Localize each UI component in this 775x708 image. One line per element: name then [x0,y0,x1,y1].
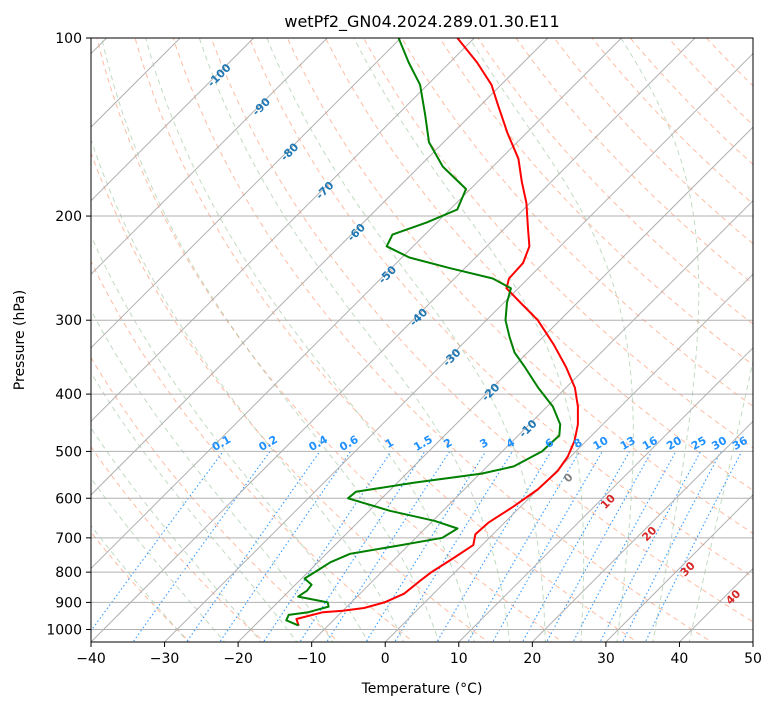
dry-adiabat-line [248,38,753,578]
profile-series [285,38,579,627]
x-tick-label: 20 [523,651,541,667]
moist-adiabat-line [91,371,298,642]
isotherm-line [384,273,753,642]
mixing-ratio-line [621,451,722,642]
isotherm-line [91,38,476,423]
mixing-ratio-line [91,451,224,632]
x-tick-label: 40 [671,651,689,667]
isotherm-line [310,199,753,642]
y-tick-label: 900 [55,595,82,611]
dry-adiabat-line [401,38,753,407]
moist-adiabat-line [353,38,585,642]
chart-title: wetPf2_GN04.2024.289.01.30.E11 [284,12,559,32]
temperature-profile-line [295,38,579,626]
isotherm-line [237,126,753,642]
mixing-ratio-line [326,451,451,642]
isotherm-line [458,347,753,642]
y-tick-label: 700 [55,531,82,547]
x-tick-label: 50 [744,651,762,667]
isotherm-line [91,38,549,496]
moist-adiabat-line [620,38,700,642]
isotherm-line [91,38,328,275]
y-tick-label: 300 [55,313,82,329]
axes: −40 −30 −20 −10 0 10 20 30 40 50 100 200 300 400 500 60… [46,31,762,667]
dry-adiabat-line [210,38,753,623]
y-tick-label: 500 [55,444,82,460]
mixing-ratio-line [599,451,702,642]
isotherm-line [163,52,753,642]
y-axis-label: Pressure (hPa) [12,290,28,390]
y-tick-label: 200 [55,209,82,225]
isotherm-line [531,420,753,642]
x-tick-label: 30 [597,651,615,667]
moist-adiabat-line [266,38,546,642]
isotherm-line [91,38,623,570]
moist-adiabat-line [145,38,475,642]
x-axis-label: Temperature (°C) [361,681,483,697]
isotherm-line [91,38,402,349]
moist-adiabat-line [468,38,634,642]
x-tick-label: −10 [297,651,327,667]
plot-frame [90,37,754,643]
mixing-ratio-line [132,451,271,642]
mixing-ratio-line [299,451,426,642]
mixing-ratio-line [436,451,552,642]
y-tick-label: 100 [55,31,82,47]
mixing-ratio-line [262,451,392,642]
isotherm-line [605,494,753,642]
x-tick-label: −40 [76,651,106,667]
moist-adiabat-line [101,38,440,642]
y-tick-label: 400 [55,387,82,403]
dry-adiabat-line [286,38,753,535]
y-tick-label: 600 [55,491,82,507]
dry-adiabat-line [324,38,753,491]
mixing-ratio-line [365,451,487,642]
dry-adiabat-line [439,38,753,366]
isotherm-line [91,38,255,202]
isotherm-line [91,38,696,642]
mixing-ratio-line [185,451,321,642]
x-tick-label: −20 [223,651,253,667]
y-tick-label: 1000 [46,622,82,638]
y-tick-label: 800 [55,565,82,581]
x-tick-label: −30 [150,651,180,667]
x-tick-label: 0 [381,651,390,667]
mixing-ratio-line [572,451,677,642]
dewpoint-profile-line [285,38,562,627]
mixing-ratio-line [219,451,352,642]
mixing-ratio-line [467,451,581,642]
x-tick-label: 10 [450,651,468,667]
